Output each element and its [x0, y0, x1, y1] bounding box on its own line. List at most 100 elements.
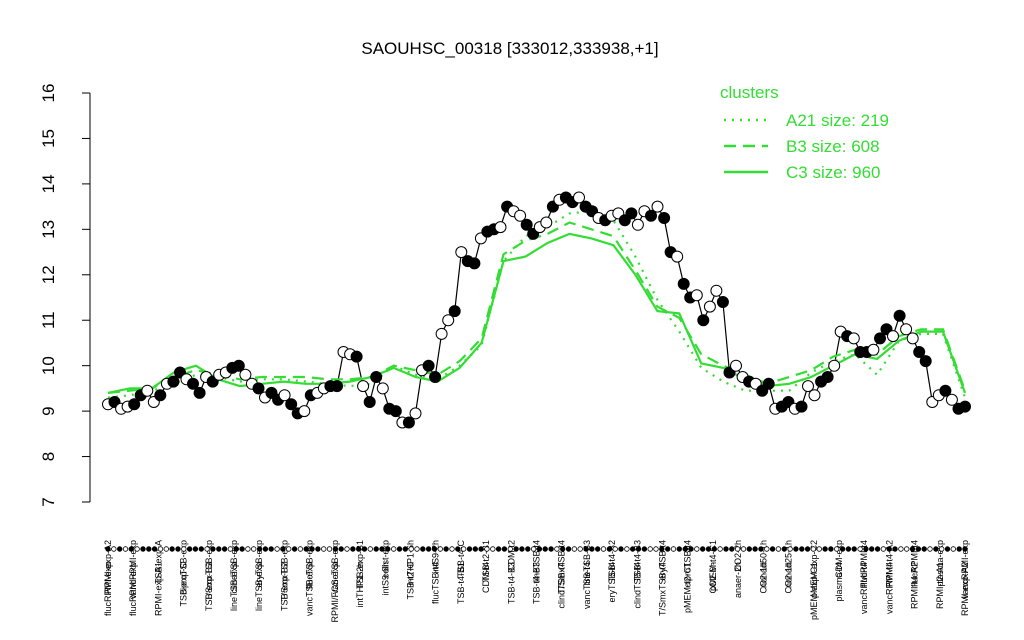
data-point	[468, 257, 481, 270]
sample-dot	[449, 546, 455, 552]
data-point	[716, 296, 729, 308]
bottom-tick-label: vancRPMI-t4	[884, 562, 894, 614]
sample-dot	[781, 546, 787, 552]
sample-dot	[227, 546, 234, 552]
sample-dot	[723, 546, 729, 552]
sample-dot	[851, 546, 857, 552]
data-point	[141, 384, 154, 397]
top-tick-label: nonad50-1h	[758, 540, 768, 588]
sample-dot	[775, 546, 782, 552]
legend-entry-label: C3 size: 960	[786, 163, 881, 182]
sample-dot	[933, 546, 939, 552]
top-tick-label: eryTSB-exp	[254, 540, 264, 588]
sample-dot	[169, 546, 175, 552]
bottom-tick-label: TSB-exp-B3	[204, 562, 214, 611]
bottom-tick-label: eryTSB-t4	[607, 562, 617, 603]
data-point	[494, 221, 507, 234]
data-point	[128, 398, 141, 411]
sample-dot	[233, 546, 239, 552]
sample-dot	[950, 546, 956, 552]
top-tick-label: plasma-exp	[935, 540, 945, 587]
sample-dot	[688, 546, 694, 552]
sample-dot	[589, 546, 595, 552]
data-point	[540, 216, 553, 229]
sample-dot	[583, 546, 589, 552]
data-point	[919, 355, 932, 368]
sample-dot	[711, 546, 717, 552]
sample-dot	[618, 546, 624, 552]
sample-dot	[134, 546, 140, 552]
top-tick-label: intS9-2h	[431, 540, 441, 574]
sample-dot	[460, 546, 467, 552]
sample-dot	[402, 546, 408, 552]
data-point	[154, 389, 167, 402]
data-point	[435, 327, 448, 340]
top-tick-label: T/SmxTSB-exp	[279, 540, 289, 601]
y-tick-label: 15	[39, 129, 58, 148]
bottom-tick-label: clindTSB-t4	[632, 562, 642, 609]
legend-entry-label: B3 size: 608	[786, 137, 880, 156]
sample-dot	[297, 546, 304, 552]
sample-dot	[163, 546, 169, 552]
legend-entry-label: A21 size: 219	[786, 111, 889, 130]
sample-dot	[385, 546, 391, 552]
sample-dot	[326, 546, 333, 552]
sample-dot	[437, 546, 443, 552]
sample-dot	[414, 546, 420, 552]
data-point	[389, 405, 402, 418]
sample-dot	[192, 546, 199, 552]
sample-dot	[186, 546, 193, 552]
y-tick-label: 11	[39, 311, 58, 329]
sample-dot	[198, 546, 204, 552]
sample-dot	[746, 546, 752, 552]
sample-dot	[507, 546, 513, 552]
sample-dot	[256, 546, 263, 552]
top-tick-label: RPMI-exp-A2	[103, 540, 113, 594]
sample-dot	[612, 546, 618, 552]
bottom-tick-label: RPMI-exp-A1	[153, 562, 163, 616]
sample-dot	[356, 546, 362, 552]
data-point	[867, 343, 880, 356]
data-point	[631, 218, 644, 231]
sample-dot	[845, 546, 852, 552]
sample-dot	[105, 546, 111, 552]
sample-markers	[105, 546, 968, 552]
top-tick-label: vancTSB-exp	[330, 540, 340, 594]
sample-dot	[705, 546, 712, 552]
bottom-tick-label: RPMI-exp-A2	[960, 562, 970, 616]
sample-dot	[839, 546, 846, 552]
y-tick-label: 9	[39, 406, 58, 415]
sample-dot	[939, 546, 945, 552]
sample-dot	[734, 546, 741, 552]
sample-dot	[303, 546, 309, 552]
data-point	[514, 209, 527, 222]
sample-dot	[758, 546, 764, 552]
bottom-tick-label: TSB-t2-C	[406, 562, 416, 600]
sample-dot	[245, 546, 251, 552]
legend-title: clusters	[720, 83, 779, 102]
top-tick-label: ciproTSB-t4	[683, 540, 693, 588]
sample-dot	[309, 546, 315, 552]
top-tick-label: CO2-2h	[733, 540, 743, 572]
sample-dot	[332, 546, 339, 552]
top-tick-label: TSB-t2-B1	[481, 540, 491, 582]
sample-dot	[898, 546, 904, 552]
y-tick-label: 14	[39, 174, 58, 193]
sample-dot	[501, 546, 508, 552]
sample-dot	[472, 546, 478, 552]
sample-dot	[641, 546, 648, 552]
sample-dot	[239, 546, 245, 552]
bottom-tick-label: plasma-t4	[834, 562, 844, 602]
sample-dot	[466, 546, 473, 552]
top-tick-label: TSB-t4-C	[456, 540, 466, 578]
bottom-tick-label: lineTSB-exp	[254, 562, 264, 611]
bottom-tick-label: CO2-1h	[758, 562, 768, 594]
y-tick-label: 8	[39, 452, 58, 461]
data-point	[429, 371, 442, 383]
sample-dot	[344, 546, 350, 552]
data-point	[795, 400, 808, 413]
data-point	[730, 359, 742, 372]
sample-dot	[927, 546, 933, 552]
top-tick-label: RPMI-t4-A2	[884, 540, 894, 587]
top-tick-label: clindTSB-exp	[229, 540, 239, 594]
